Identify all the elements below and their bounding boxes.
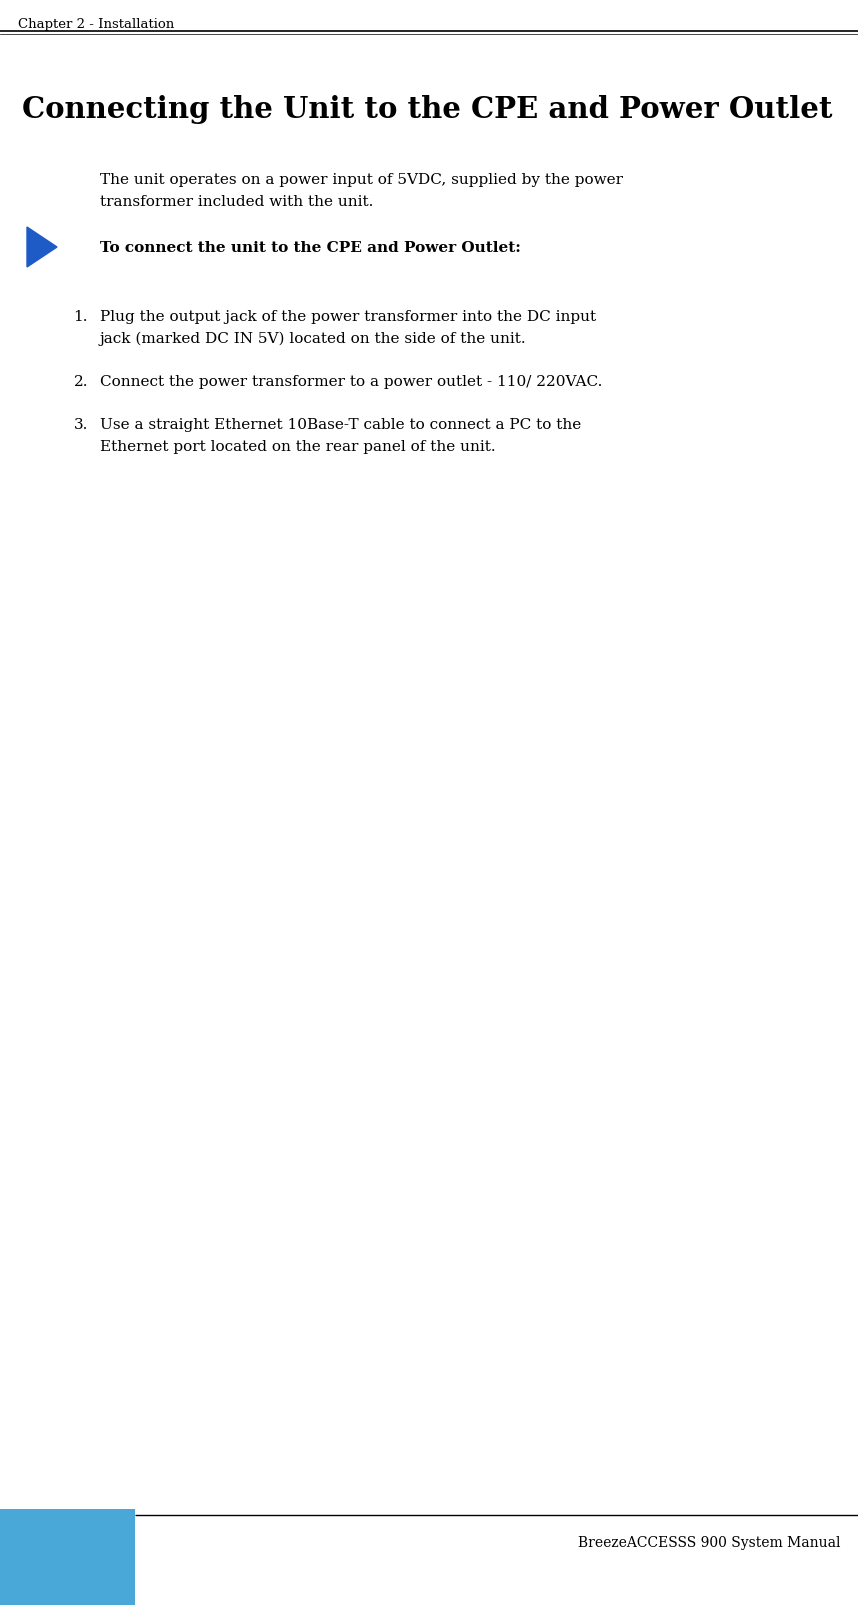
Text: Chapter 2 - Installation: Chapter 2 - Installation: [18, 18, 174, 30]
Text: BreezeACCESSS 900 System Manual: BreezeACCESSS 900 System Manual: [577, 1534, 840, 1549]
Text: The unit operates on a power input of 5VDC, supplied by the power: The unit operates on a power input of 5V…: [100, 173, 623, 186]
Text: To connect the unit to the CPE and Power Outlet:: To connect the unit to the CPE and Power…: [100, 241, 521, 255]
Text: jack (marked DC IN 5V) located on the side of the unit.: jack (marked DC IN 5V) located on the si…: [100, 332, 527, 347]
Text: Use a straight Ethernet 10Base-T cable to connect a PC to the: Use a straight Ethernet 10Base-T cable t…: [100, 417, 581, 432]
Text: Ethernet port located on the rear panel of the unit.: Ethernet port located on the rear panel …: [100, 440, 496, 454]
Text: 2-20: 2-20: [32, 1570, 70, 1583]
Bar: [0, 1509, 135, 1605]
Text: 2.: 2.: [74, 374, 88, 388]
Text: Plug the output jack of the power transformer into the DC input: Plug the output jack of the power transf…: [100, 310, 596, 324]
Text: 3.: 3.: [74, 417, 88, 432]
Text: Connecting the Unit to the CPE and Power Outlet: Connecting the Unit to the CPE and Power…: [22, 95, 832, 124]
Text: transformer included with the unit.: transformer included with the unit.: [100, 194, 373, 209]
Text: Connect the power transformer to a power outlet - 110/ 220VAC.: Connect the power transformer to a power…: [100, 374, 602, 388]
Text: 1.: 1.: [74, 310, 88, 324]
Polygon shape: [27, 228, 57, 268]
